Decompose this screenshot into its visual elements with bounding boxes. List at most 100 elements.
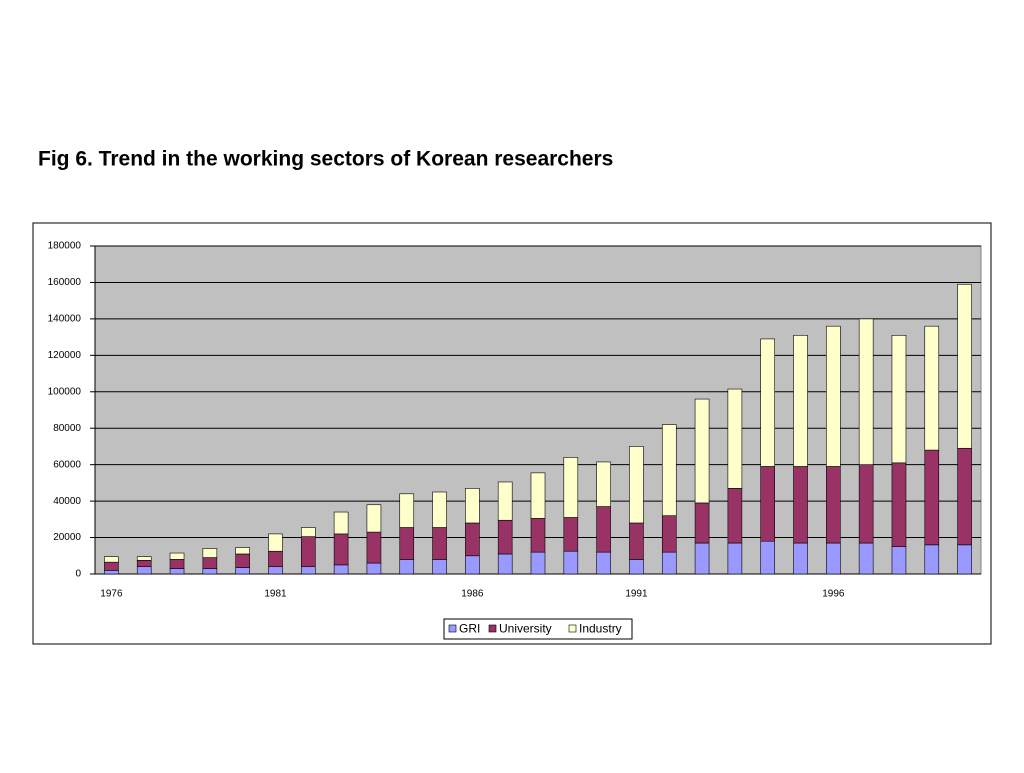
bar-segment xyxy=(957,544,972,575)
bar-segment xyxy=(661,551,677,575)
y-tick-label: 0 xyxy=(75,569,81,580)
bar-segment xyxy=(268,533,283,552)
bar-segment xyxy=(169,552,185,560)
bar-segment xyxy=(530,518,546,553)
bar-segment xyxy=(530,551,546,575)
bar-segment xyxy=(957,283,972,449)
bar-segment xyxy=(399,493,415,528)
bar-segment xyxy=(563,457,579,518)
bar-segment xyxy=(465,555,480,575)
bar-segment xyxy=(104,561,119,571)
y-tick-label: 120000 xyxy=(48,350,82,361)
bar-segment xyxy=(596,506,611,553)
bar-segment xyxy=(694,542,710,575)
y-tick-label: 80000 xyxy=(53,423,81,434)
bar-segment xyxy=(235,547,250,555)
bar-segment xyxy=(563,517,579,552)
bar-segment xyxy=(497,481,513,521)
bar-segment xyxy=(760,466,776,542)
bar-segment xyxy=(760,540,776,575)
bar-segment xyxy=(497,519,513,555)
bar-segment xyxy=(465,488,480,524)
bar-segment xyxy=(399,559,415,575)
bar-segment xyxy=(694,398,710,504)
y-tick-label: 20000 xyxy=(53,532,81,543)
bar-segment xyxy=(858,318,874,465)
bar-segment xyxy=(300,527,316,537)
x-tick-label: 1986 xyxy=(461,589,484,600)
bar-segment xyxy=(826,542,841,575)
bar-segment xyxy=(629,522,644,560)
bar-segment xyxy=(530,472,546,519)
bar-segment xyxy=(104,570,119,575)
bar-segment xyxy=(268,550,283,568)
bar-segment xyxy=(300,536,316,568)
bar-segment xyxy=(300,566,316,575)
bar-segment xyxy=(333,533,349,566)
bar-segment xyxy=(333,511,349,535)
bar-segment xyxy=(793,542,808,575)
bar-segment xyxy=(235,567,250,575)
x-tick-label: 1996 xyxy=(822,589,845,600)
y-tick-label: 160000 xyxy=(48,277,82,288)
bar-segment xyxy=(366,531,382,564)
legend-swatch xyxy=(568,624,577,633)
bar-segment xyxy=(596,551,611,575)
bar-segment xyxy=(596,461,611,507)
bar-segment xyxy=(563,550,579,575)
bar-segment xyxy=(727,488,743,544)
bar-segment xyxy=(333,564,349,575)
legend-swatch xyxy=(488,624,497,633)
bar-segment xyxy=(465,522,480,557)
x-tick-label: 1976 xyxy=(100,589,123,600)
bar-segment xyxy=(104,556,119,563)
bar-segment xyxy=(202,557,218,569)
legend-swatch xyxy=(448,624,457,633)
bar-segment xyxy=(432,491,447,528)
bar-segment xyxy=(136,556,152,561)
bar-segment xyxy=(924,544,940,575)
legend-box xyxy=(443,618,633,640)
bar-segment xyxy=(858,542,874,575)
bar-segment xyxy=(793,334,808,467)
bar-segment xyxy=(202,548,218,558)
legend-label: University xyxy=(499,622,552,636)
bar-segment xyxy=(629,559,644,575)
bar-segment xyxy=(235,553,250,568)
y-tick-label: 60000 xyxy=(53,459,81,470)
bar-segment xyxy=(924,325,940,451)
bar-segment xyxy=(891,462,907,547)
bar-segment xyxy=(957,447,972,546)
bar-segment xyxy=(366,562,382,575)
bar-segment xyxy=(268,566,283,575)
bar-segment xyxy=(169,559,185,569)
bar-segment xyxy=(826,466,841,544)
bar-segment xyxy=(136,566,152,575)
y-tick-label: 140000 xyxy=(48,314,82,325)
y-tick-label: 180000 xyxy=(48,241,82,252)
bar-segment xyxy=(727,542,743,575)
bar-segment xyxy=(793,466,808,544)
bar-segment xyxy=(661,515,677,553)
bar-segment xyxy=(432,527,447,560)
bar-segment xyxy=(366,504,382,533)
bar-segment xyxy=(202,568,218,575)
bar-segment xyxy=(497,553,513,575)
bar-segment xyxy=(629,446,644,524)
bar-segment xyxy=(432,559,447,575)
bar-segment xyxy=(891,334,907,464)
y-tick-label: 40000 xyxy=(53,496,81,507)
bar-segment xyxy=(826,325,841,467)
bar-segment xyxy=(924,449,940,546)
bar-segment xyxy=(661,424,677,516)
bar-segment xyxy=(727,388,743,489)
x-tick-label: 1991 xyxy=(625,589,648,600)
y-tick-label: 100000 xyxy=(48,386,82,397)
x-tick-label: 1981 xyxy=(264,589,287,600)
bar-segment xyxy=(891,546,907,575)
legend-label: Industry xyxy=(579,622,622,636)
bar-segment xyxy=(694,502,710,544)
bar-segment xyxy=(399,527,415,560)
bar-segment xyxy=(760,338,776,467)
